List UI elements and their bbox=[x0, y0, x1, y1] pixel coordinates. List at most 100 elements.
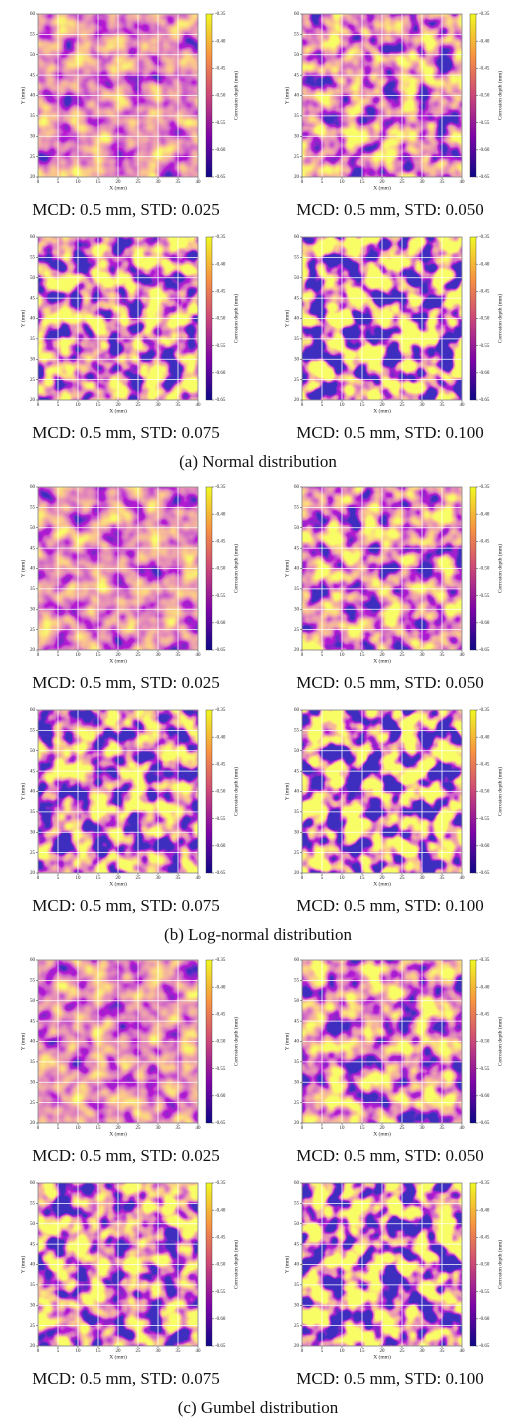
colorbar-tick-label: -0.40 bbox=[215, 512, 226, 517]
colorbar-tick-label: -0.60 bbox=[215, 1094, 226, 1099]
colorbar-tick-label: -0.65 bbox=[215, 871, 226, 876]
x-tick-label: 0 bbox=[301, 1126, 304, 1131]
x-tick-label: 35 bbox=[440, 403, 446, 408]
x-tick-label: 10 bbox=[340, 180, 346, 185]
colorbar bbox=[469, 1182, 477, 1347]
y-tick-label: 40 bbox=[294, 790, 300, 795]
colorbar-tick-label: -0.35 bbox=[215, 708, 226, 713]
colorbar-tick-label: -0.35 bbox=[479, 958, 490, 963]
colorbar-tick-label: -0.65 bbox=[215, 1344, 226, 1349]
y-tick-label: 20 bbox=[30, 648, 36, 653]
y-axis-label: Y (mm) bbox=[19, 560, 26, 578]
plot-frame bbox=[301, 236, 463, 401]
x-tick-label: 30 bbox=[156, 1349, 162, 1354]
x-tick-label: 35 bbox=[176, 180, 182, 185]
x-tick-label: 25 bbox=[400, 180, 406, 185]
y-tick-label: 35 bbox=[30, 337, 36, 342]
x-tick-label: 35 bbox=[176, 403, 182, 408]
y-tick-label: 30 bbox=[30, 357, 36, 362]
x-tick-label: 0 bbox=[301, 653, 304, 658]
x-axis-label: X (mm) bbox=[109, 880, 127, 887]
x-tick-label: 15 bbox=[360, 876, 366, 881]
colorbar-tick-label: -0.50 bbox=[479, 567, 490, 572]
colorbar-label: Corrosion depth (mm) bbox=[232, 544, 239, 593]
colorbar-tick-label: -0.45 bbox=[479, 66, 490, 71]
x-tick-label: 40 bbox=[196, 403, 202, 408]
y-tick-label: 60 bbox=[294, 1181, 300, 1186]
y-tick-label: 25 bbox=[294, 155, 300, 160]
y-tick-label: 30 bbox=[30, 1080, 36, 1085]
x-tick-label: 10 bbox=[76, 403, 82, 408]
x-tick-label: 0 bbox=[301, 180, 304, 185]
x-tick-label: 25 bbox=[136, 403, 142, 408]
x-axis-label: X (mm) bbox=[373, 880, 391, 887]
colorbar-label: Corrosion depth (mm) bbox=[496, 71, 503, 120]
colorbar-tick-label: -0.50 bbox=[215, 1040, 226, 1045]
colorbar-tick-label: -0.60 bbox=[479, 148, 490, 153]
y-tick-label: 25 bbox=[30, 155, 36, 160]
y-axis-label: Y (mm) bbox=[283, 87, 290, 105]
colorbar-tick-label: -0.45 bbox=[479, 1012, 490, 1017]
colorbar-tick-label: -0.50 bbox=[479, 1263, 490, 1268]
x-tick-label: 30 bbox=[156, 653, 162, 658]
y-tick-label: 55 bbox=[294, 729, 300, 734]
y-tick-label: 35 bbox=[30, 1060, 36, 1065]
x-tick-label: 40 bbox=[196, 1349, 202, 1354]
colorbar-tick-label: -0.45 bbox=[479, 539, 490, 544]
y-tick-label: 40 bbox=[294, 94, 300, 99]
y-tick-label: 40 bbox=[294, 317, 300, 322]
colorbar-label: Corrosion depth (mm) bbox=[232, 71, 239, 120]
colorbar-tick-label: -0.60 bbox=[479, 621, 490, 626]
y-tick-label: 40 bbox=[294, 567, 300, 572]
colorbar-label: Corrosion depth (mm) bbox=[496, 294, 503, 343]
colorbar bbox=[469, 236, 477, 401]
colorbar-tick-label: -0.40 bbox=[215, 985, 226, 990]
y-tick-label: 30 bbox=[30, 1303, 36, 1308]
colorbar-tick-label: -0.40 bbox=[479, 512, 490, 517]
x-tick-label: 5 bbox=[321, 876, 324, 881]
colorbar-tick-label: -0.60 bbox=[215, 1317, 226, 1322]
colorbar-tick-label: -0.55 bbox=[215, 594, 226, 599]
x-tick-label: 5 bbox=[321, 1349, 324, 1354]
y-axis-label: Y (mm) bbox=[19, 87, 26, 105]
colorbar-tick-label: -0.65 bbox=[215, 648, 226, 653]
x-tick-label: 15 bbox=[360, 653, 366, 658]
y-tick-label: 25 bbox=[30, 1324, 36, 1329]
y-tick-label: 25 bbox=[30, 628, 36, 633]
x-tick-label: 0 bbox=[301, 1349, 304, 1354]
x-tick-label: 40 bbox=[196, 180, 202, 185]
group-caption: (a) Normal distribution bbox=[179, 452, 337, 471]
x-tick-label: 25 bbox=[136, 180, 142, 185]
y-tick-label: 20 bbox=[30, 1121, 36, 1126]
colorbar-tick-label: -0.50 bbox=[215, 317, 226, 322]
colorbar-tick-label: -0.55 bbox=[215, 1067, 226, 1072]
panel-caption: MCD: 0.5 mm, STD: 0.100 bbox=[296, 423, 484, 442]
y-tick-label: 45 bbox=[30, 1242, 36, 1247]
y-tick-label: 55 bbox=[30, 256, 36, 261]
plot-frame bbox=[37, 709, 199, 874]
x-tick-label: 20 bbox=[116, 653, 122, 658]
colorbar-tick-label: -0.65 bbox=[479, 398, 490, 403]
colorbar-tick-label: -0.60 bbox=[215, 844, 226, 849]
x-tick-label: 40 bbox=[196, 653, 202, 658]
colorbar-tick-label: -0.50 bbox=[479, 94, 490, 99]
y-tick-label: 55 bbox=[294, 506, 300, 511]
plot-frame bbox=[301, 486, 463, 651]
x-tick-label: 40 bbox=[460, 876, 466, 881]
colorbar-tick-label: -0.65 bbox=[215, 175, 226, 180]
y-tick-label: 45 bbox=[294, 73, 300, 78]
y-tick-label: 60 bbox=[294, 958, 300, 963]
x-tick-label: 10 bbox=[340, 403, 346, 408]
panel-caption: MCD: 0.5 mm, STD: 0.050 bbox=[296, 1146, 484, 1165]
x-tick-label: 10 bbox=[340, 1126, 346, 1131]
y-axis-label: Y (mm) bbox=[283, 310, 290, 328]
x-axis-label: X (mm) bbox=[373, 407, 391, 414]
colorbar-tick-label: -0.45 bbox=[215, 1235, 226, 1240]
y-tick-label: 35 bbox=[294, 810, 300, 815]
x-tick-label: 30 bbox=[420, 653, 426, 658]
y-tick-label: 35 bbox=[30, 587, 36, 592]
x-tick-label: 20 bbox=[116, 403, 122, 408]
y-tick-label: 40 bbox=[30, 567, 36, 572]
x-tick-label: 15 bbox=[96, 1349, 102, 1354]
colorbar-tick-label: -0.40 bbox=[479, 985, 490, 990]
